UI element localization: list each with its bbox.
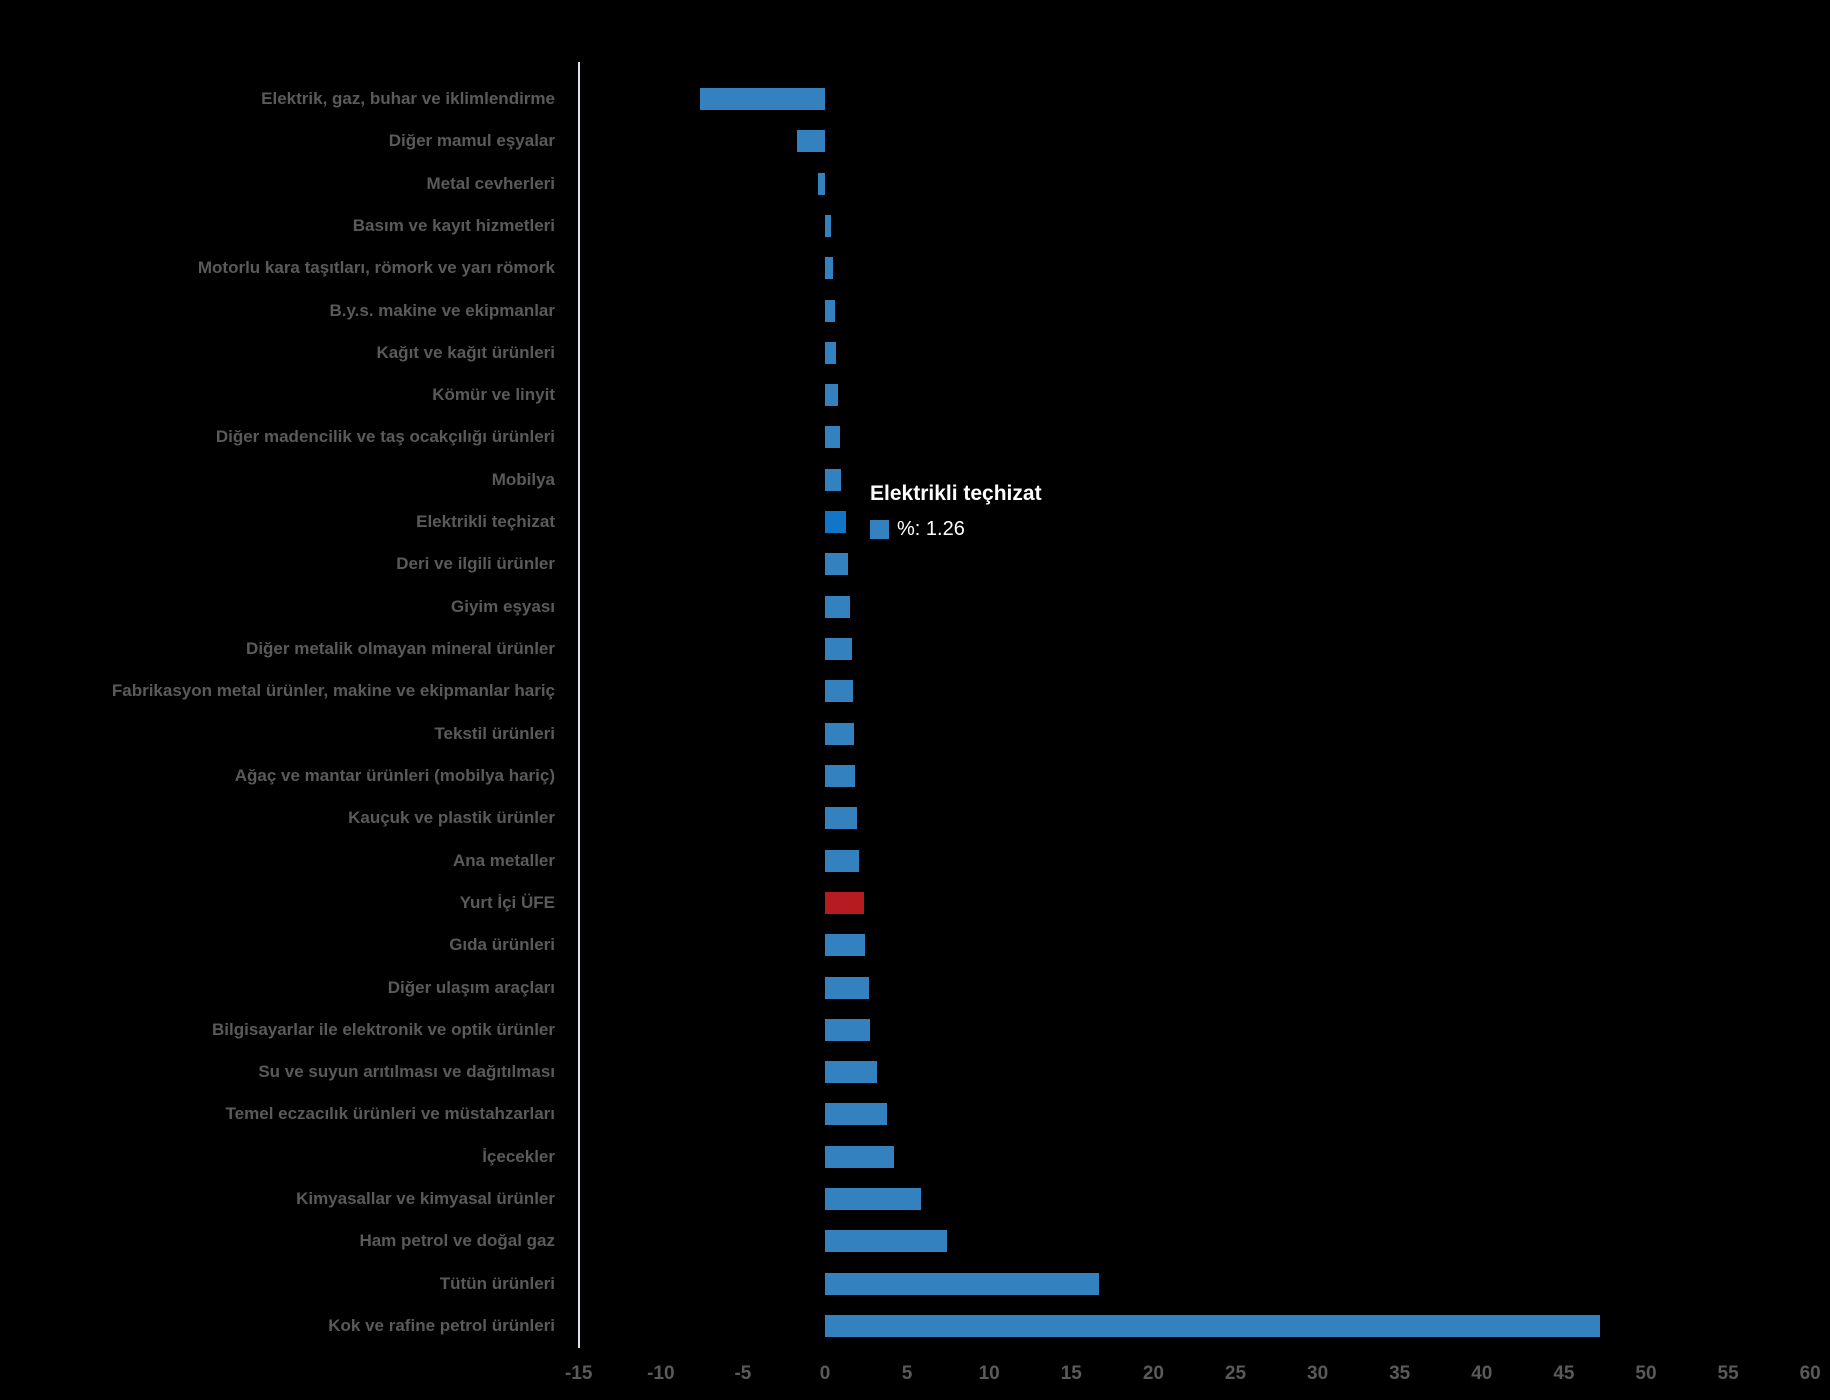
x-tick-label: 45 (1553, 1363, 1575, 1384)
category-label: Diğer ulaşım araçları (387, 977, 555, 997)
x-tick-label: 30 (1307, 1363, 1329, 1384)
category-label: Ağaç ve mantar ürünleri (mobilya hariç) (234, 765, 555, 785)
x-tick-label: 20 (1142, 1363, 1164, 1384)
bar[interactable] (825, 553, 848, 576)
bar[interactable] (825, 1145, 894, 1168)
category-label: Diğer madencilik ve taş ocakçılığı ürünl… (215, 427, 555, 447)
x-tick-label: 25 (1224, 1363, 1247, 1384)
category-label: Basım ve kayıt hizmetleri (352, 215, 555, 235)
bar[interactable] (825, 384, 839, 407)
category-label: Elektrikli teçhizat (416, 512, 555, 532)
tooltip-value: %: 1.26 (897, 518, 965, 540)
bar[interactable] (825, 468, 841, 491)
bar-yurt-ici-ufe[interactable] (825, 891, 865, 914)
x-tick-label: 40 (1471, 1363, 1493, 1384)
bar[interactable] (825, 214, 832, 237)
bar[interactable] (825, 1061, 877, 1084)
x-tick-label: 10 (978, 1363, 1000, 1384)
x-tick-label: 35 (1389, 1363, 1411, 1384)
bar[interactable] (825, 764, 856, 787)
bar[interactable] (825, 934, 866, 957)
bar[interactable] (825, 680, 853, 703)
category-label: Tekstil ürünleri (434, 723, 555, 743)
x-tick-label: 15 (1060, 1363, 1082, 1384)
bar[interactable] (825, 638, 853, 661)
bar[interactable] (825, 1188, 922, 1211)
category-label: Motorlu kara taşıtları, römork ve yarı r… (197, 258, 555, 278)
category-label: Temel eczacılık ürünleri ve müstahzarlar… (225, 1104, 555, 1124)
bar[interactable] (825, 849, 859, 872)
bar[interactable] (825, 257, 834, 280)
tooltip-series-swatch-icon (870, 520, 889, 539)
category-label: Su ve suyun arıtılması ve dağıtılması (258, 1062, 555, 1082)
category-label: Deri ve ilgili ürünler (396, 554, 555, 574)
category-label: Kömür ve linyit (432, 385, 555, 405)
category-label: Kağıt ve kağıt ürünleri (376, 342, 555, 362)
bar[interactable] (825, 426, 840, 449)
bar[interactable] (825, 976, 869, 999)
category-label: Diğer mamul eşyalar (388, 131, 555, 151)
x-tick-label: -15 (564, 1363, 593, 1384)
bar-highlighted[interactable] (825, 511, 846, 534)
bar[interactable] (797, 130, 825, 153)
category-label: Elektrik, gaz, buhar ve iklimlendirme (261, 89, 555, 108)
bar[interactable] (817, 172, 825, 195)
x-tick-label: 5 (901, 1363, 913, 1384)
category-label: Kauçuk ve plastik ürünler (348, 808, 555, 828)
bar[interactable] (825, 722, 854, 745)
category-label: Kimyasallar ve kimyasal ürünler (296, 1189, 555, 1209)
bar[interactable] (825, 595, 851, 618)
category-label: Ham petrol ve doğal gaz (359, 1231, 555, 1251)
bar[interactable] (825, 807, 858, 830)
category-label: Kok ve rafine petrol ürünleri (328, 1315, 555, 1335)
x-tick-label: 60 (1799, 1363, 1821, 1384)
category-label: Mobilya (491, 469, 555, 489)
category-label: Bilgisayarlar ile elektronik ve optik ür… (212, 1019, 555, 1039)
bar[interactable] (825, 1103, 888, 1126)
x-tick-label: 0 (819, 1363, 831, 1384)
category-label: Tütün ürünleri (439, 1273, 555, 1293)
bar[interactable] (825, 341, 837, 364)
bar[interactable] (825, 299, 835, 322)
bar[interactable] (700, 88, 825, 110)
tooltip-value-row: %: 1.26 (870, 518, 1042, 541)
category-label: Gıda ürünleri (449, 935, 555, 955)
category-label: Giyim eşyası (451, 596, 555, 616)
y-axis-line (578, 62, 580, 1348)
category-label: Diğer metalik olmayan mineral ürünler (246, 639, 555, 659)
bar[interactable] (825, 1314, 1601, 1337)
bar[interactable] (825, 1230, 947, 1253)
x-tick-label: -5 (734, 1363, 752, 1384)
category-label: Ana metaller (452, 850, 555, 870)
category-label: Yurt İçi ÜFE (459, 892, 555, 912)
bar[interactable] (825, 1272, 1100, 1295)
category-label: B.y.s. makine ve ekipmanlar (329, 300, 555, 320)
x-tick-label: 55 (1717, 1363, 1739, 1384)
bar[interactable] (825, 1018, 871, 1041)
category-label: İçecekler (482, 1146, 555, 1166)
x-tick-label: -10 (647, 1363, 675, 1384)
category-label: Metal cevherleri (426, 173, 555, 193)
tooltip-title: Elektrikli teçhizat (870, 482, 1042, 505)
x-tick-label: 50 (1635, 1363, 1657, 1384)
category-label: Fabrikasyon metal ürünler, makine ve eki… (111, 681, 555, 701)
tooltip: Elektrikli teçhizat %: 1.26 (870, 482, 1042, 541)
